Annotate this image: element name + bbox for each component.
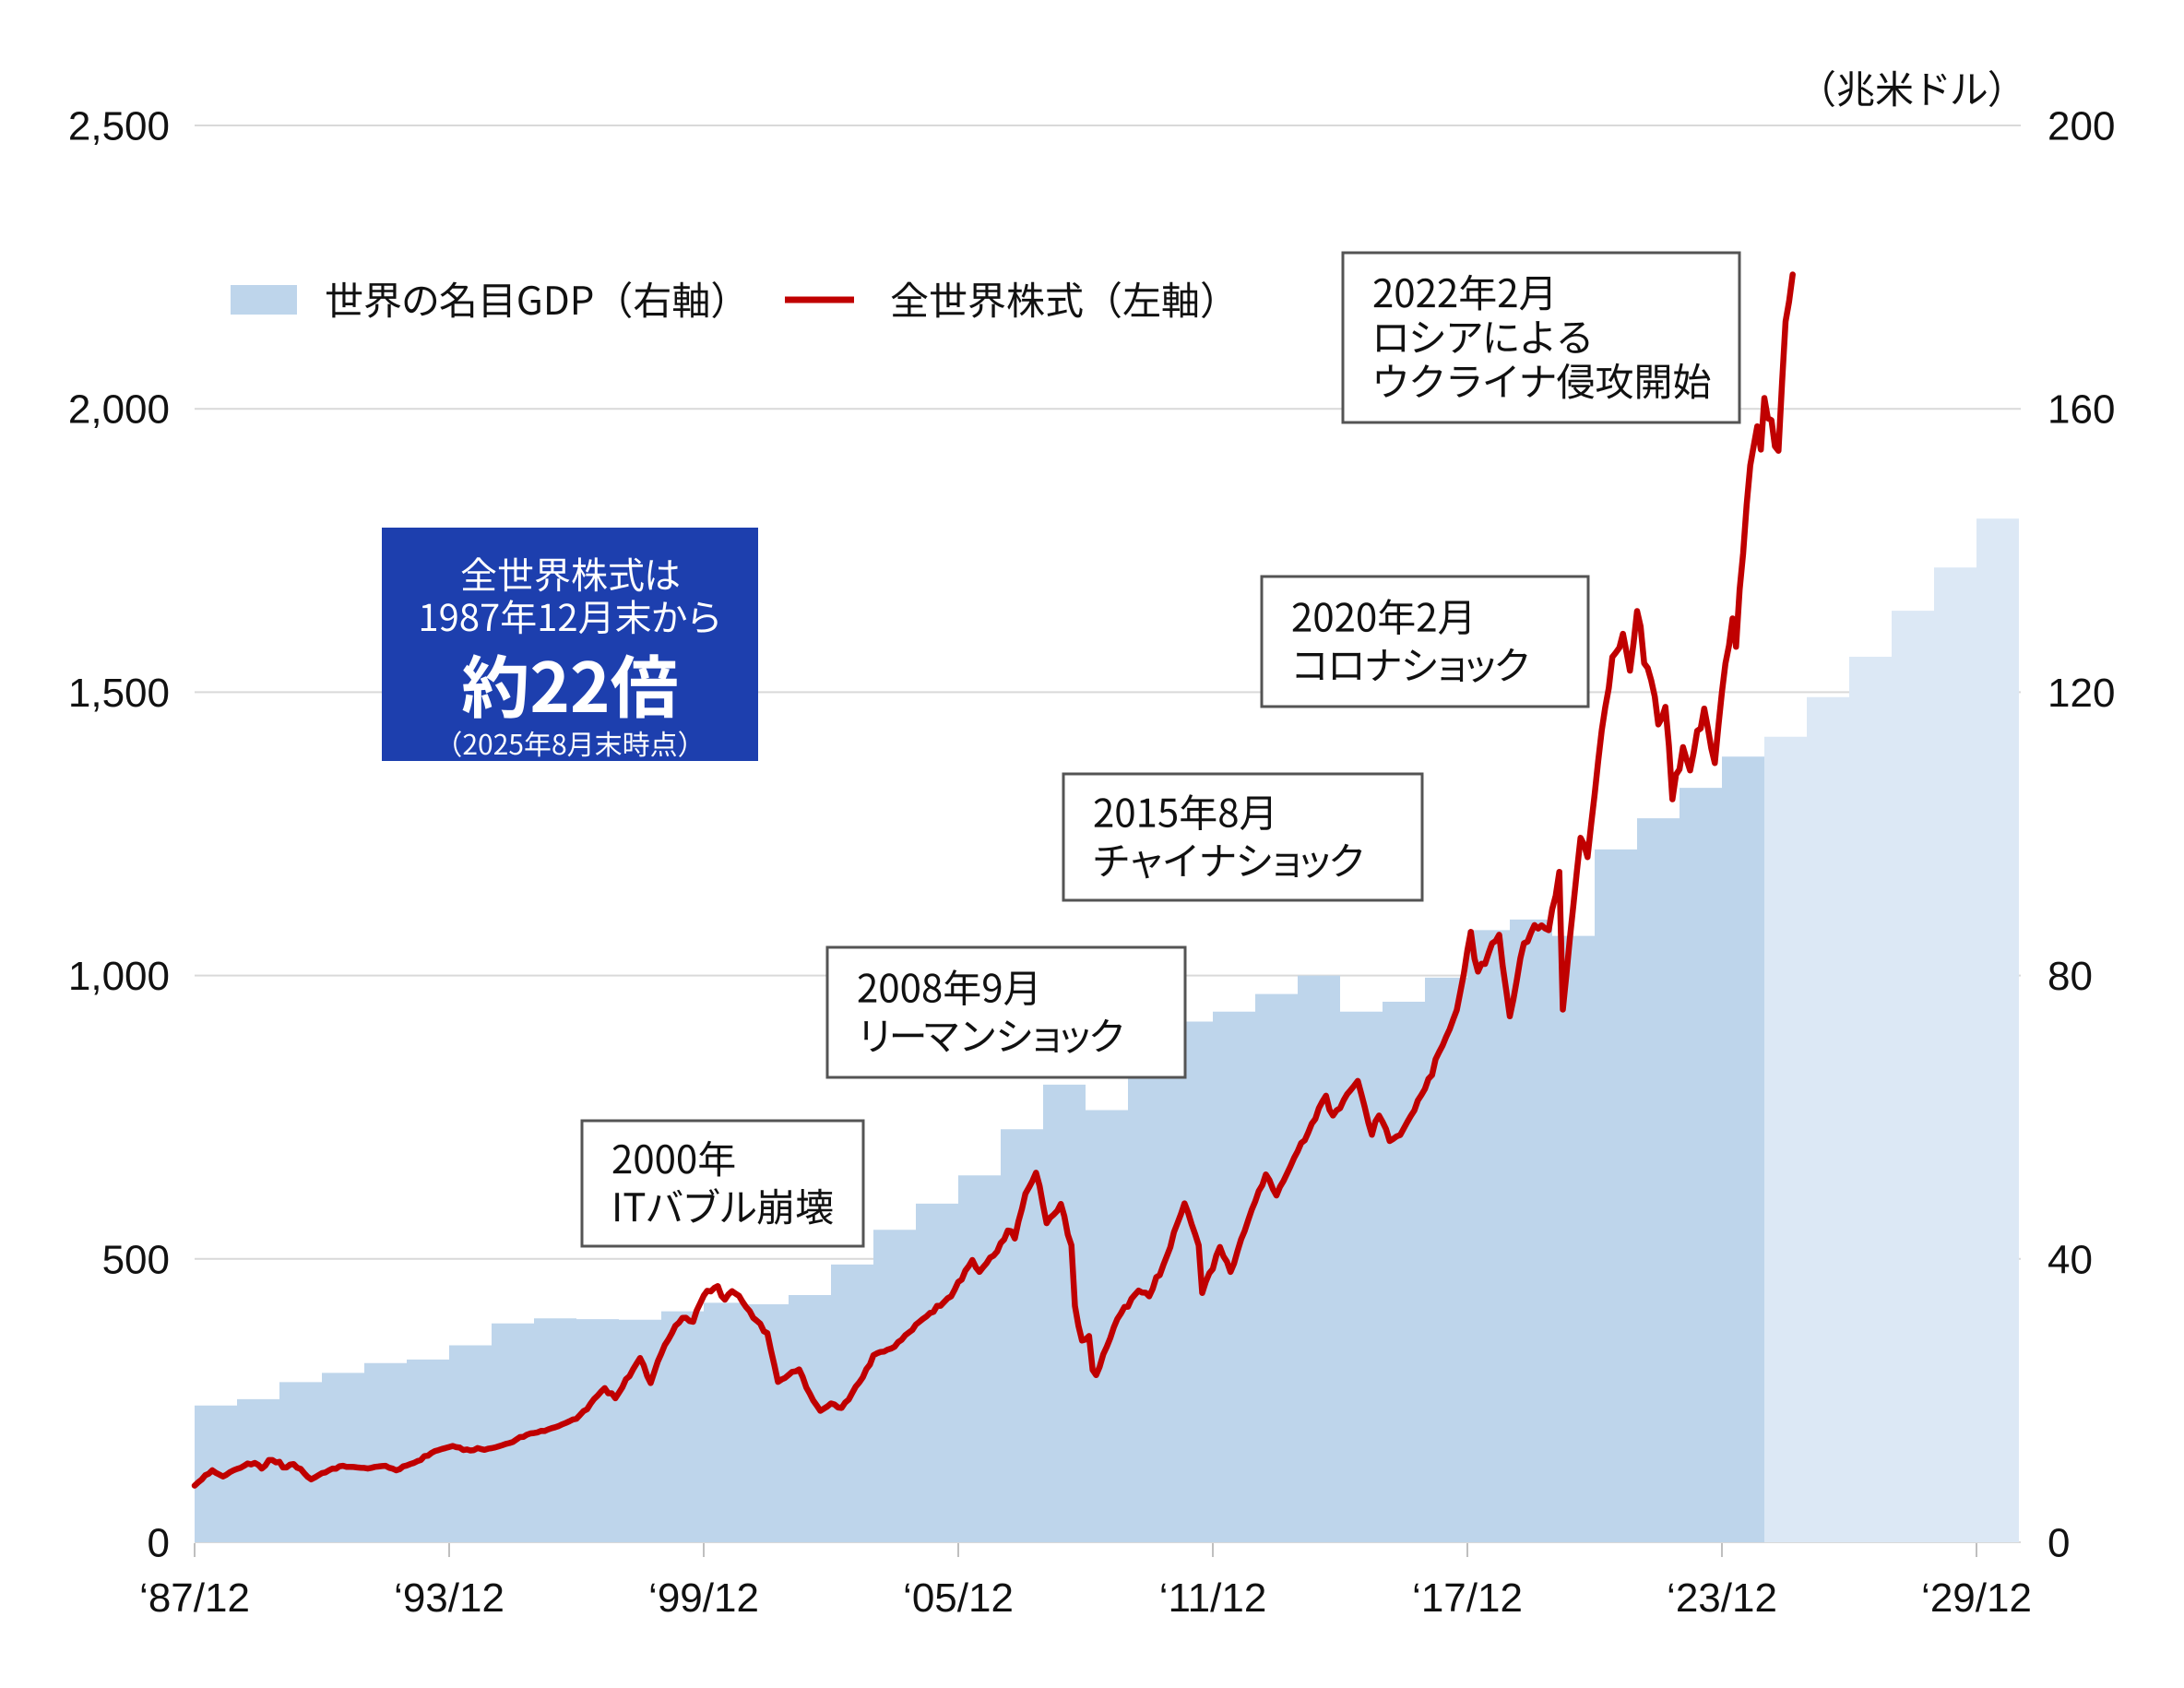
svg-text:40: 40: [2048, 1237, 2093, 1282]
svg-text:‘05/12: ‘05/12: [903, 1575, 1014, 1621]
svg-text:80: 80: [2048, 954, 2093, 999]
svg-text:‘99/12: ‘99/12: [648, 1575, 759, 1621]
svg-text:0: 0: [2048, 1521, 2070, 1566]
svg-text:‘87/12: ‘87/12: [139, 1575, 250, 1621]
svg-text:500: 500: [102, 1237, 170, 1282]
svg-text:1,000: 1,000: [68, 954, 170, 999]
svg-text:120: 120: [2048, 671, 2115, 716]
svg-text:2,500: 2,500: [68, 104, 170, 149]
svg-text:‘11/12: ‘11/12: [1159, 1575, 1267, 1621]
svg-text:‘17/12: ‘17/12: [1412, 1575, 1523, 1621]
svg-text:2,000: 2,000: [68, 387, 170, 433]
svg-text:‘93/12: ‘93/12: [394, 1575, 504, 1621]
svg-text:200: 200: [2048, 104, 2115, 149]
svg-text:‘23/12: ‘23/12: [1667, 1575, 1777, 1621]
svg-text:1,500: 1,500: [68, 671, 170, 716]
svg-text:160: 160: [2048, 387, 2115, 433]
svg-text:0: 0: [148, 1521, 170, 1566]
svg-text:‘29/12: ‘29/12: [1921, 1575, 2032, 1621]
